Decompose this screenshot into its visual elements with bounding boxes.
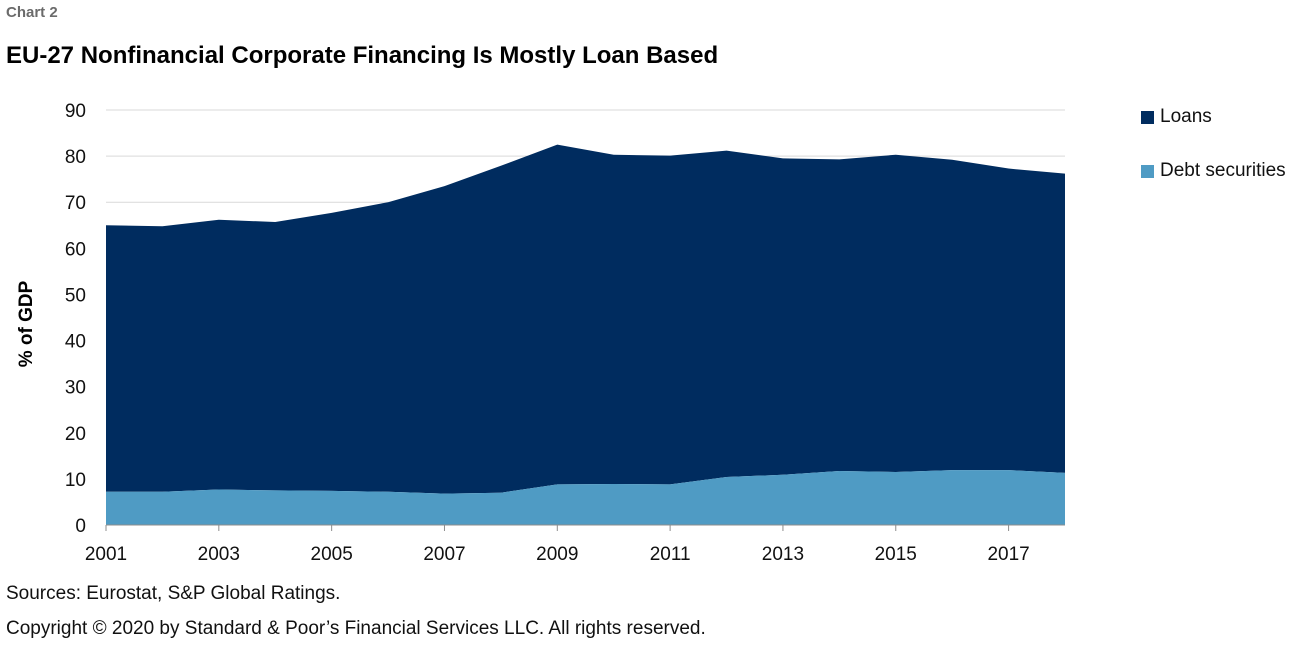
area-series-loans bbox=[106, 144, 1065, 494]
x-tick-label-2005: 2005 bbox=[311, 544, 353, 565]
y-tick-label-70: 70 bbox=[65, 193, 86, 214]
legend-label-debt-securities: Debt securities bbox=[1160, 160, 1286, 181]
chart-copyright: Copyright © 2020 by Standard & Poor’s Fi… bbox=[6, 618, 706, 639]
y-tick-label-20: 20 bbox=[65, 424, 86, 445]
x-tick-label-2017: 2017 bbox=[987, 544, 1029, 565]
x-tick-label-2001: 2001 bbox=[85, 544, 127, 565]
chart-kicker: Chart 2 bbox=[6, 4, 58, 21]
x-tick-label-2011: 2011 bbox=[650, 544, 691, 565]
x-tick-label-2015: 2015 bbox=[875, 544, 917, 565]
x-tick-label-2009: 2009 bbox=[536, 544, 578, 565]
chart-title: EU-27 Nonfinancial Corporate Financing I… bbox=[6, 42, 719, 69]
legend-swatch-loans bbox=[1141, 110, 1154, 124]
y-tick-label-80: 80 bbox=[65, 147, 86, 168]
x-tick-label-2013: 2013 bbox=[762, 544, 804, 565]
legend-swatch-debt-securities bbox=[1141, 164, 1154, 178]
y-tick-label-0: 0 bbox=[75, 516, 86, 537]
chart-sources: Sources: Eurostat, S&P Global Ratings. bbox=[6, 583, 341, 604]
area-series-debt-securities bbox=[106, 470, 1065, 525]
y-tick-label-90: 90 bbox=[65, 101, 86, 122]
y-tick-label-60: 60 bbox=[65, 239, 86, 260]
legend-item-debt-securities: Debt securities bbox=[1141, 159, 1286, 183]
legend-label-loans: Loans bbox=[1160, 106, 1212, 127]
x-tick-label-2003: 2003 bbox=[198, 544, 240, 565]
x-tick-label-2007: 2007 bbox=[423, 544, 465, 565]
y-tick-label-50: 50 bbox=[65, 285, 86, 306]
legend-item-loans: Loans bbox=[1141, 105, 1286, 129]
y-tick-label-30: 30 bbox=[65, 378, 86, 399]
y-tick-label-40: 40 bbox=[65, 332, 86, 353]
y-axis-title: % of GDP bbox=[16, 280, 37, 367]
chart-legend: Loans Debt securities bbox=[1141, 105, 1286, 213]
y-tick-label-10: 10 bbox=[65, 470, 86, 491]
